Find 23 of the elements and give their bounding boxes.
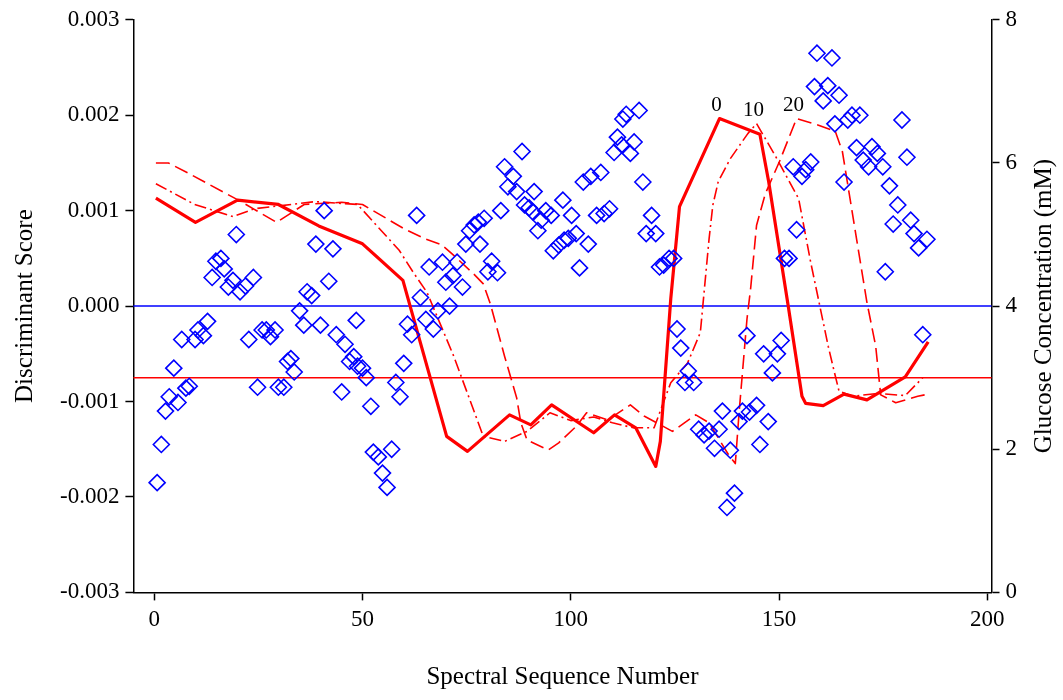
y-tick-label: 0.001 (67, 196, 120, 222)
y-tick-label: 0.002 (67, 101, 120, 127)
y2-tick-label: 8 (1005, 5, 1017, 31)
y2-tick-label: 4 (1005, 292, 1018, 318)
annotation: 0 (711, 91, 722, 116)
x-axis-title: Spectral Sequence Number (426, 661, 700, 689)
y2-tick-label: 0 (1005, 578, 1017, 604)
y2-axis-title: Glucose Concentration (mM) (1029, 158, 1058, 454)
y2-tick-label: 6 (1005, 149, 1017, 174)
y-axis-title: Discriminant Score (9, 209, 37, 403)
y2-tick-label: 2 (1005, 435, 1017, 461)
x-tick-label: 50 (351, 606, 375, 632)
x-tick-label: 150 (761, 606, 797, 632)
y-tick-label: -0.002 (59, 483, 120, 509)
y-tick-label: 0.003 (67, 5, 120, 31)
annotation: 10 (743, 96, 765, 121)
x-tick-label: 100 (553, 606, 589, 632)
annotation: 20 (783, 91, 805, 116)
y-tick-label: -0.001 (59, 387, 120, 413)
x-tick-label: 0 (148, 606, 160, 632)
y-tick-label: 0.000 (67, 292, 120, 318)
x-tick-label: 200 (970, 606, 1005, 632)
y-tick-label: -0.003 (59, 578, 120, 604)
